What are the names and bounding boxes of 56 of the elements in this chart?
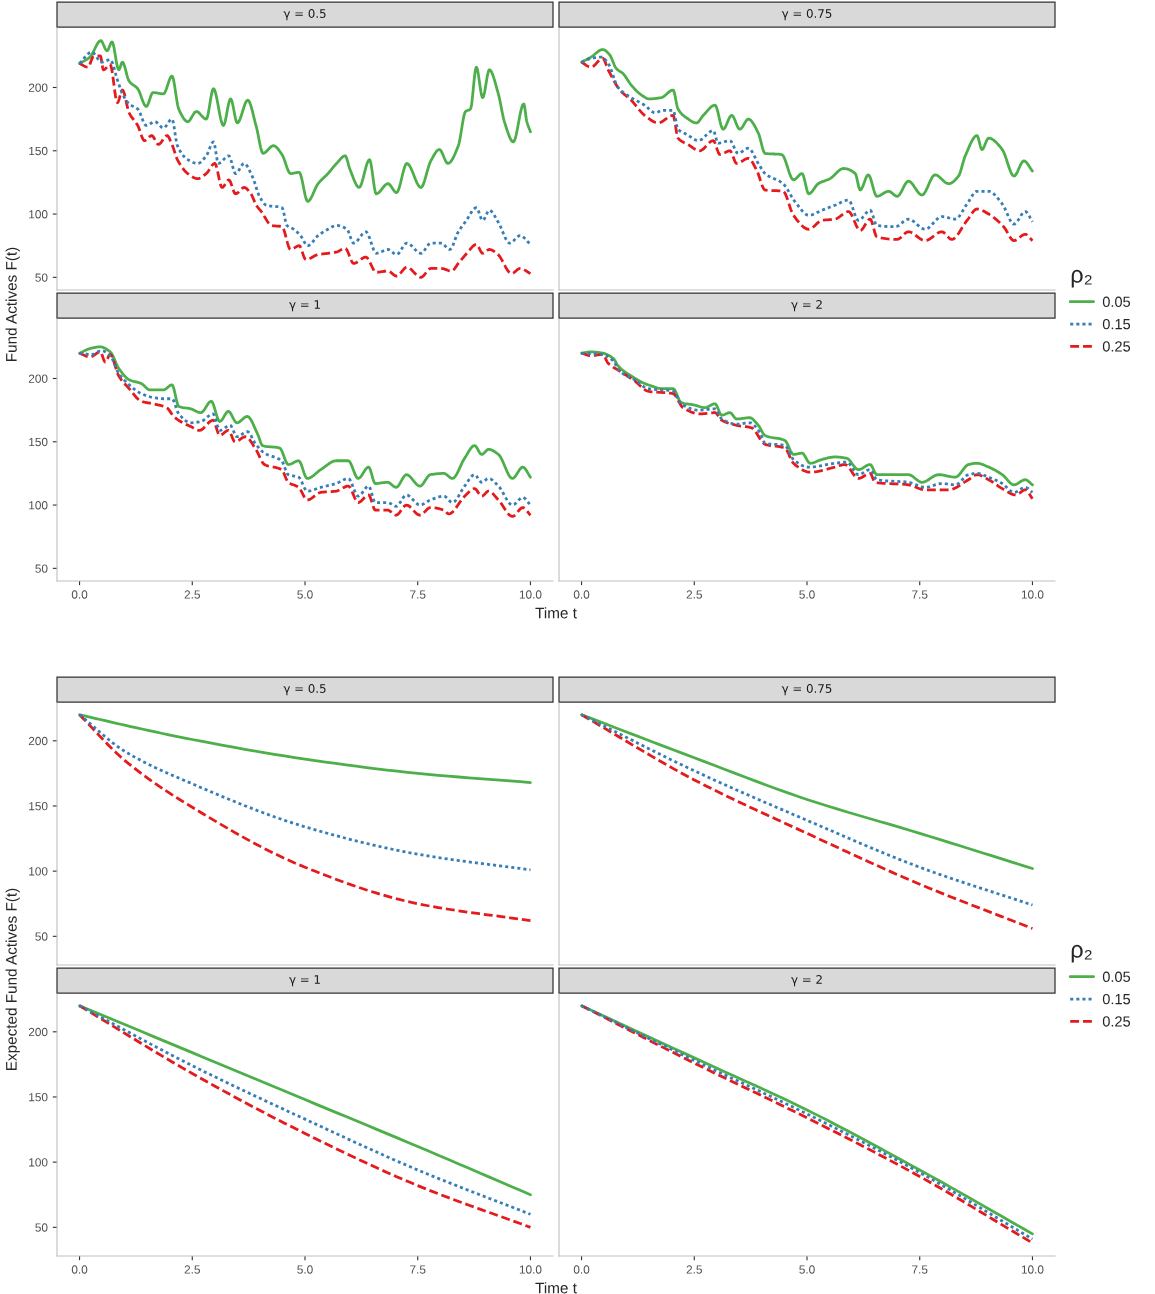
- chart-title: γ = 0.5: [283, 684, 326, 696]
- x-tick-label: 2.5: [686, 1265, 702, 1274]
- legend-label: 0.15: [1102, 318, 1131, 330]
- x-axis-title: Time t: [535, 607, 577, 619]
- y-tick-label: 50: [35, 932, 48, 941]
- x-tick-label: 0.0: [573, 1265, 590, 1274]
- y-tick-label: 50: [35, 273, 48, 282]
- y-tick-label: 200: [28, 736, 48, 746]
- x-tick-label: 2.5: [184, 590, 200, 599]
- y-tick-label: 50: [35, 1223, 48, 1232]
- x-tick-label: 0.0: [71, 590, 88, 599]
- chart-title: γ = 0.75: [781, 684, 832, 696]
- x-tick-label: 0.0: [573, 590, 590, 599]
- x-tick-label: 5.0: [297, 1265, 313, 1274]
- legend-label: 0.05: [1102, 296, 1131, 307]
- y-axis-title: Fund Actives F(t): [5, 247, 20, 361]
- x-tick-label: 5.0: [297, 590, 313, 599]
- y-tick-label: 100: [29, 501, 48, 510]
- x-tick-label: 7.5: [912, 1265, 928, 1274]
- legend-label: 0.25: [1102, 1016, 1131, 1027]
- y-tick-label: 200: [28, 1027, 48, 1037]
- x-tick-label: 2.5: [184, 1265, 200, 1274]
- y-tick-label: 150: [29, 146, 48, 156]
- x-tick-label: 2.5: [686, 590, 702, 599]
- legend-label: 0.15: [1102, 993, 1131, 1005]
- y-tick-label: 100: [29, 210, 48, 219]
- legend-label: 0.25: [1102, 341, 1131, 352]
- legend-title: ρ₂: [1071, 944, 1092, 963]
- chart-title: γ = 0.5: [283, 9, 326, 21]
- x-tick-label: 0.0: [71, 1265, 88, 1274]
- x-tick-label: 7.5: [410, 1265, 426, 1274]
- y-tick-label: 150: [29, 1093, 48, 1102]
- chart-title: γ = 1: [289, 300, 320, 312]
- y-tick-label: 100: [29, 1158, 48, 1167]
- y-tick-label: 50: [35, 564, 48, 573]
- x-tick-label: 10.0: [1021, 1265, 1044, 1274]
- chart-title: γ = 1: [289, 975, 320, 987]
- x-tick-label: 5.0: [799, 1265, 815, 1274]
- y-tick-label: 200: [28, 374, 48, 383]
- x-tick-label: 7.5: [912, 590, 928, 599]
- legend-title: ρ₂: [1071, 269, 1092, 288]
- legend-label: 0.05: [1102, 971, 1131, 982]
- x-tick-label: 10.0: [519, 1265, 542, 1274]
- x-tick-label: 10.0: [1021, 590, 1044, 599]
- y-tick-label: 200: [28, 83, 48, 92]
- y-tick-label: 150: [29, 437, 48, 447]
- chart-title: γ = 0.75: [781, 9, 832, 21]
- chart-title: γ = 2: [791, 975, 822, 987]
- chart-title: γ = 2: [791, 300, 822, 312]
- x-axis-title: Time t: [535, 1282, 577, 1294]
- y-tick-label: 100: [29, 867, 48, 876]
- x-tick-label: 5.0: [799, 590, 815, 599]
- y-axis-title: Expected Fund Actives F(t): [5, 888, 20, 1070]
- x-tick-label: 7.5: [410, 590, 426, 599]
- x-tick-label: 10.0: [519, 590, 542, 599]
- y-tick-label: 150: [29, 802, 48, 811]
